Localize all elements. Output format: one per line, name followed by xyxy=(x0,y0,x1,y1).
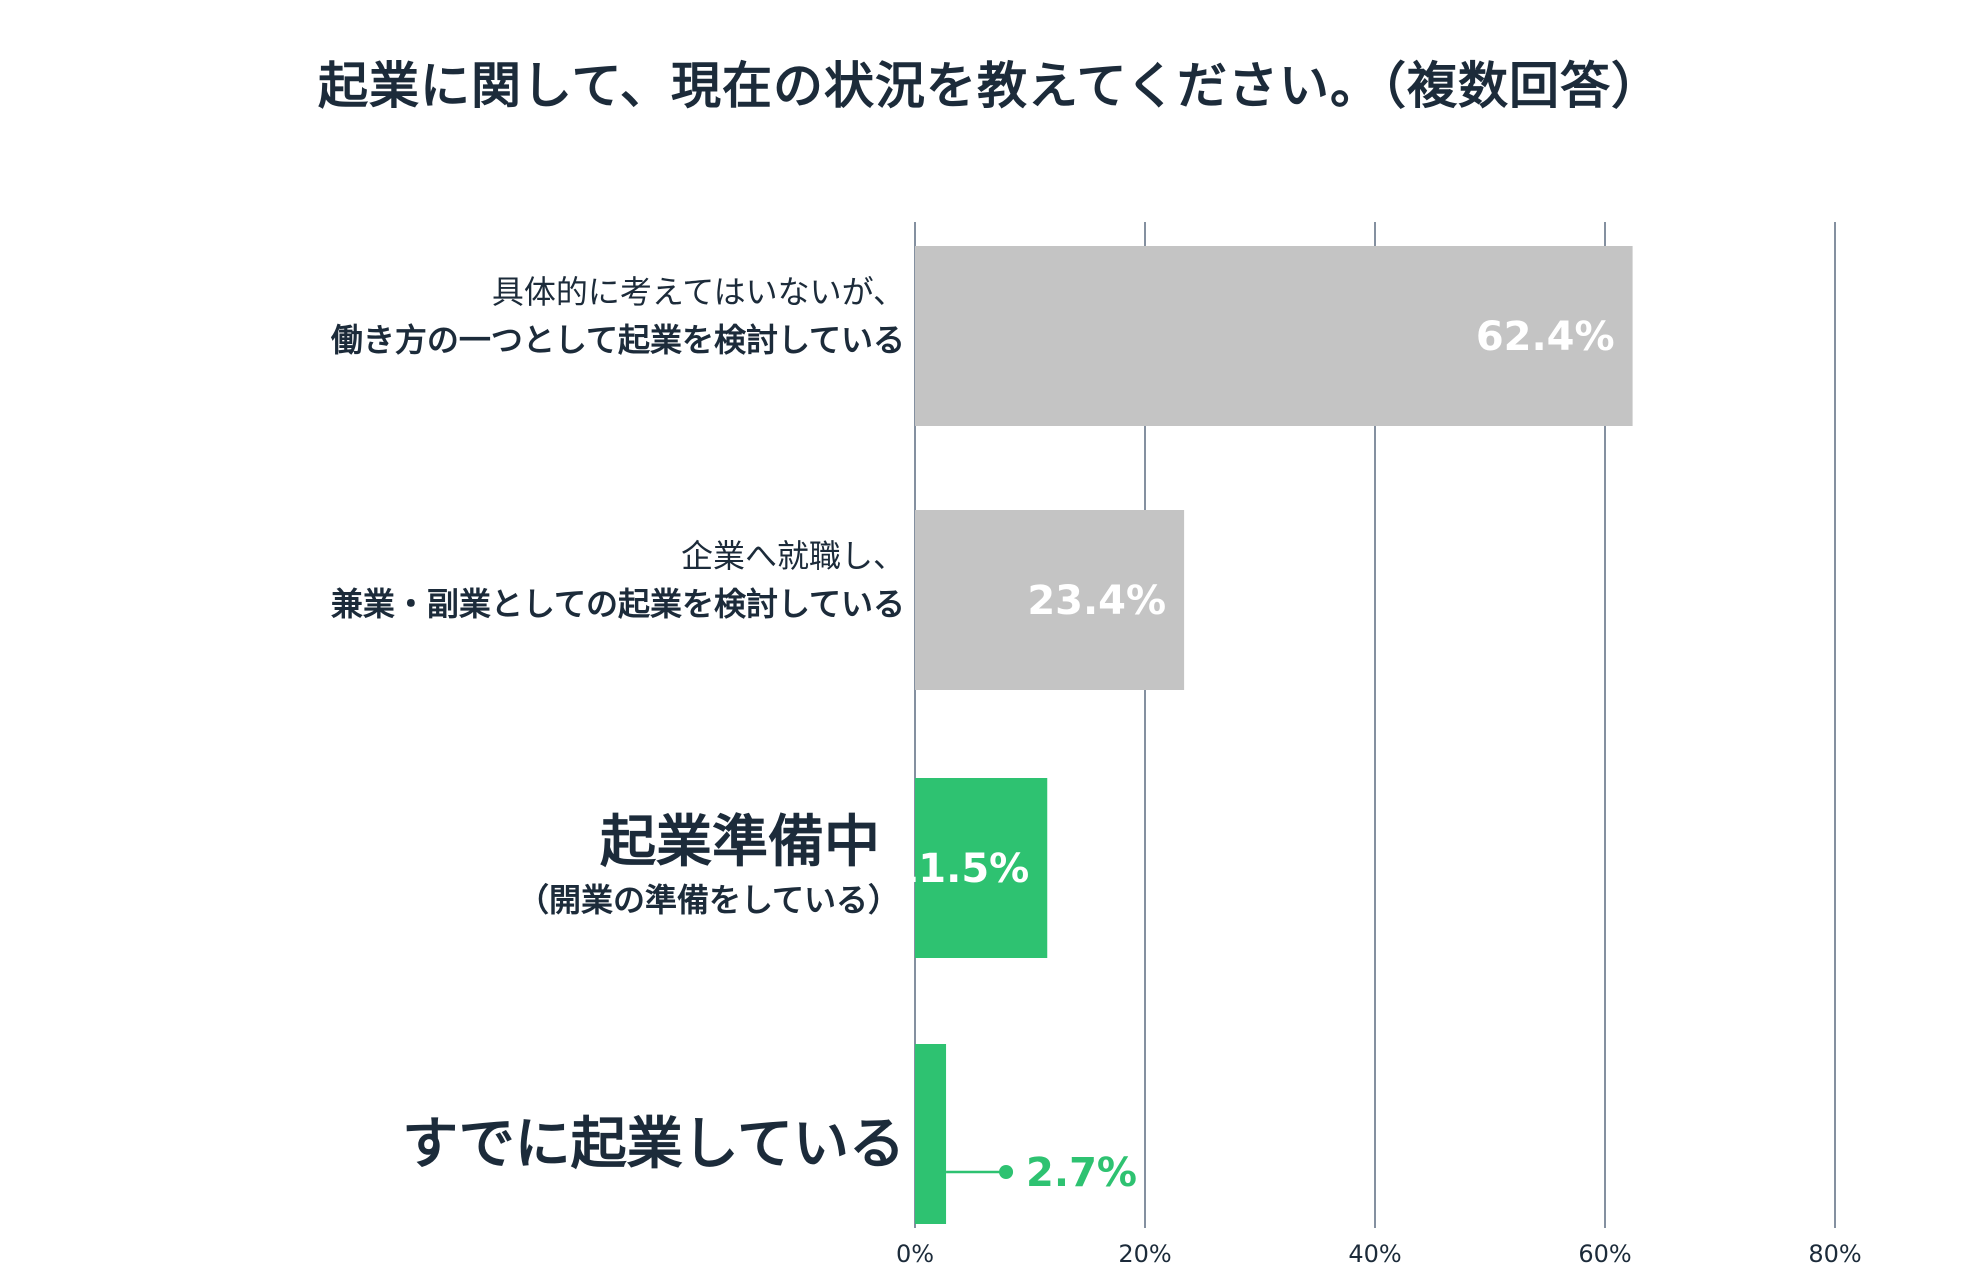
bars xyxy=(915,246,1633,1224)
category-label-1: 企業へ就職し、 兼業・副業としての起業を検討している xyxy=(330,537,905,623)
value-labels: 62.4% 23.4% 11.5% 2.7% xyxy=(890,314,1614,1196)
bar-1 xyxy=(915,510,1185,690)
bar-2 xyxy=(915,778,1048,958)
bar-0 xyxy=(915,246,1633,426)
chart-title: 起業に関して、現在の状況を教えてください。（複数回答） xyxy=(318,57,1662,115)
category-label-0: 具体的に考えてはいないが、 働き方の一つとして起業を検討している xyxy=(330,273,905,359)
x-tick-label-20: 20% xyxy=(1118,1240,1171,1268)
category-label-2: 起業準備中 （開業の準備をしている） xyxy=(516,810,900,919)
value-label-2: 11.5% xyxy=(890,846,1029,892)
category-label-3: すでに起業している xyxy=(402,1112,905,1177)
value-label-0: 62.4% xyxy=(1476,314,1615,360)
x-tick-label-40: 40% xyxy=(1348,1240,1401,1268)
x-tick-label-0: 0% xyxy=(896,1240,934,1268)
x-tick-labels: 0% 20% 40% 60% 80% xyxy=(896,1240,1862,1268)
value-label-3: 2.7% xyxy=(1026,1150,1137,1196)
bar-3 xyxy=(915,1044,947,1224)
x-tick-label-60: 60% xyxy=(1578,1240,1631,1268)
callout-dot xyxy=(999,1165,1014,1179)
value-label-1: 23.4% xyxy=(1027,578,1166,624)
x-tick-label-80: 80% xyxy=(1808,1240,1861,1268)
